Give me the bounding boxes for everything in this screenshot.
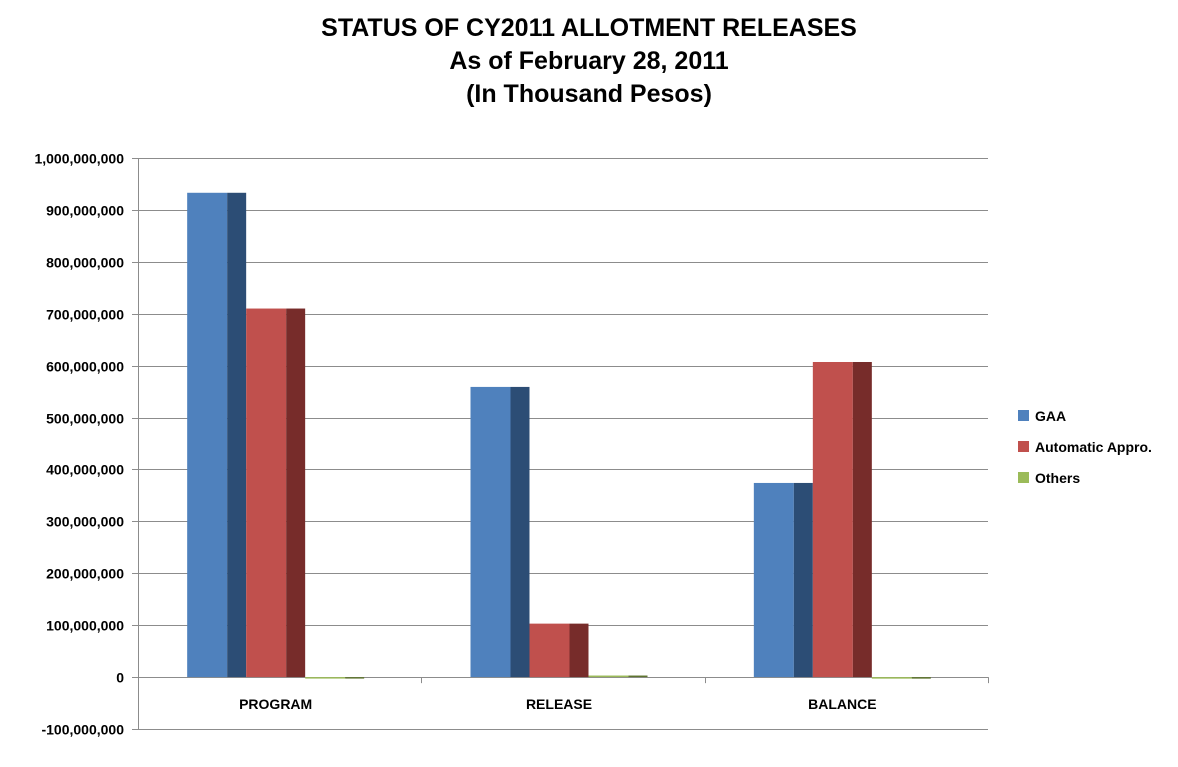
bar-side-others-balance [911, 677, 931, 679]
bar-side-gaa-program [227, 192, 247, 678]
legend-item-others: Others [1018, 462, 1152, 493]
bar-side-gaa-release [510, 386, 530, 678]
y-tick-label: 0 [116, 670, 124, 686]
bar-others-balance [871, 677, 912, 679]
bar-automatic-appro-release [529, 623, 570, 678]
bar-automatic-appro-program [246, 308, 287, 678]
y-tick-label: 100,000,000 [46, 618, 124, 634]
x-category-label-program: PROGRAM [239, 696, 312, 712]
bar-gaa-balance [753, 482, 794, 678]
y-tick-label: 200,000,000 [46, 566, 124, 582]
bar-side-automatic-appro-program [286, 308, 306, 678]
legend-label-automatic-appro: Automatic Appro. [1035, 438, 1152, 455]
y-tick-label: 500,000,000 [46, 411, 124, 427]
y-tick-label: 1,000,000,000 [34, 151, 124, 167]
y-tick-label: -100,000,000 [41, 722, 124, 738]
legend-label-others: Others [1035, 469, 1081, 486]
y-tick-label: 400,000,000 [46, 462, 124, 478]
legend-swatch-gaa [1018, 410, 1029, 421]
x-category-label-release: RELEASE [526, 696, 592, 712]
chart-subtitle-date: As of February 28, 2011 [449, 47, 729, 75]
bar-side-automatic-appro-release [569, 623, 589, 678]
bar-automatic-appro-balance [812, 362, 853, 678]
y-tick-label: 800,000,000 [46, 255, 124, 271]
chart-title-block: STATUS OF CY2011 ALLOTMENT RELEASES As o… [0, 12, 1178, 111]
axis-labels: 1,000,000,000 900,000,000 800,000,000 700,0… [34, 151, 876, 738]
legend-label-gaa: GAA [1035, 407, 1067, 424]
y-tick-label: 300,000,000 [46, 514, 124, 530]
chart-subtitle-unit: (In Thousand Pesos) [466, 80, 712, 108]
legend-item-gaa: GAA [1018, 400, 1152, 431]
bar-side-gaa-balance [793, 482, 813, 678]
bar-others-release [588, 675, 629, 678]
chart-title: STATUS OF CY2011 ALLOTMENT RELEASES [321, 14, 857, 42]
x-category-label-balance: BALANCE [808, 696, 876, 712]
bars [187, 192, 931, 679]
legend: GAA Automatic Appro. Others [1018, 400, 1152, 493]
bar-gaa-release [470, 386, 511, 678]
bar-side-others-program [345, 677, 365, 679]
bar-gaa-program [187, 192, 228, 678]
y-tick-label: 900,000,000 [46, 203, 124, 219]
axes [132, 158, 989, 730]
legend-swatch-automatic-appro [1018, 441, 1029, 452]
y-tick-label: 700,000,000 [46, 307, 124, 323]
bar-others-program [305, 677, 346, 679]
legend-item-automatic-appro: Automatic Appro. [1018, 431, 1152, 462]
bar-side-automatic-appro-balance [852, 362, 872, 678]
bar-side-others-release [628, 675, 648, 678]
legend-swatch-others [1018, 472, 1029, 483]
y-tick-label: 600,000,000 [46, 359, 124, 375]
